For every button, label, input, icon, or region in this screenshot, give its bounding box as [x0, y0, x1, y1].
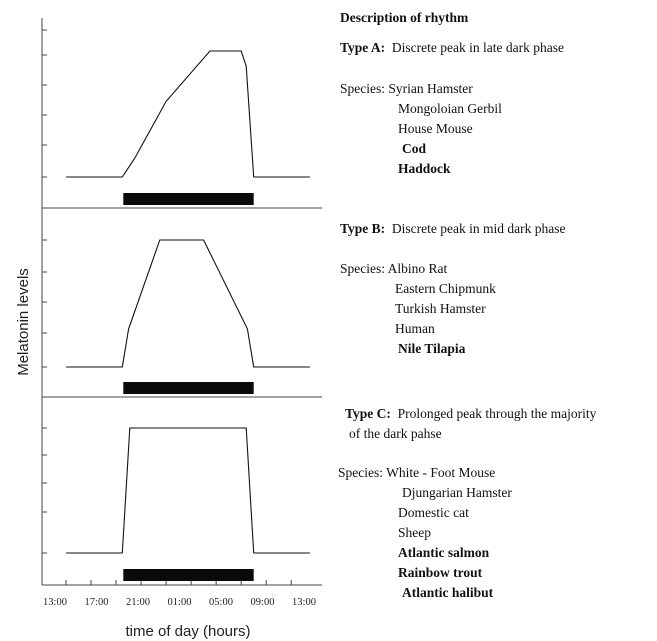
species-item: Turkish Hamster — [395, 301, 486, 316]
dark-phase-bar — [123, 569, 254, 581]
species-item: Rainbow trout — [398, 565, 483, 580]
type-b-text: Discrete peak in mid dark phase — [391, 221, 566, 236]
panels-layer — [66, 50, 310, 581]
species-item: Albino Rat — [387, 261, 448, 276]
type-b-label: Type B: — [340, 221, 386, 236]
x-axis-label: time of day (hours) — [125, 623, 250, 640]
y-axis-label: Melatonin levels — [15, 268, 32, 376]
x-tick-label: 09:00 — [251, 597, 275, 608]
species-item: Atlantic halibut — [402, 585, 494, 600]
species-label: Species: — [340, 81, 385, 96]
type-c-text-line2: of the dark pahse — [349, 426, 442, 441]
type-c-text: Prolonged peak through the majority — [397, 406, 597, 421]
type-c-species: Species: White - Foot Mouse Djungarian H… — [338, 463, 512, 603]
type-b-species: Species: Albino Rat Eastern Chipmunk Tur… — [340, 259, 496, 359]
description-heading: Description of rhythm — [340, 10, 469, 25]
panel-a — [66, 50, 310, 205]
species-item: Djungarian Hamster — [402, 485, 512, 500]
x-tick-label: 01:00 — [168, 597, 192, 608]
species-item: White - Foot Mouse — [386, 465, 496, 480]
species-item: Domestic cat — [398, 505, 469, 520]
species-item: Haddock — [398, 161, 451, 176]
species-item: Human — [395, 321, 435, 336]
dark-phase-bar — [123, 193, 254, 205]
panel-b — [66, 239, 310, 394]
species-label: Species: — [340, 261, 385, 276]
x-tick-label: 21:00 — [126, 597, 150, 608]
species-item: Mongoloian Gerbil — [398, 101, 502, 116]
species-item: Atlantic salmon — [398, 545, 490, 560]
x-tick-label: 05:00 — [209, 597, 233, 608]
species-item: Nile Tilapia — [398, 341, 466, 356]
species-label: Species: — [338, 465, 383, 480]
type-c-label: Type C: — [345, 406, 391, 421]
type-b-description: Type B: Discrete peak in mid dark phase — [340, 219, 565, 239]
species-item: Eastern Chipmunk — [395, 281, 496, 296]
species-item: House Mouse — [398, 121, 473, 136]
type-a-description: Type A: Discrete peak in late dark phase — [340, 38, 564, 58]
type-a-species: Species: Syrian Hamster Mongoloian Gerbi… — [340, 79, 502, 179]
x-tick-label: 17:00 — [85, 597, 109, 608]
type-a-label: Type A: — [340, 40, 386, 55]
type-a-text: Discrete peak in late dark phase — [391, 40, 564, 55]
dark-phase-bar — [123, 382, 254, 394]
type-c-description: Type C: Prolonged peak through the major… — [345, 404, 596, 444]
axes-layer — [41, 18, 322, 586]
melatonin-curve — [66, 50, 310, 178]
panel-c — [66, 427, 310, 581]
species-item: Cod — [402, 141, 427, 156]
x-tick-labels: 13:00 17:00 21:00 01:00 05:00 09:00 13:00 — [43, 597, 316, 608]
species-item: Syrian Hamster — [388, 81, 473, 96]
melatonin-curve — [66, 427, 310, 554]
x-tick-label: 13:00 — [43, 597, 67, 608]
x-tick-label: 13:00 — [292, 597, 316, 608]
species-item: Sheep — [398, 525, 431, 540]
melatonin-curve — [66, 239, 310, 368]
